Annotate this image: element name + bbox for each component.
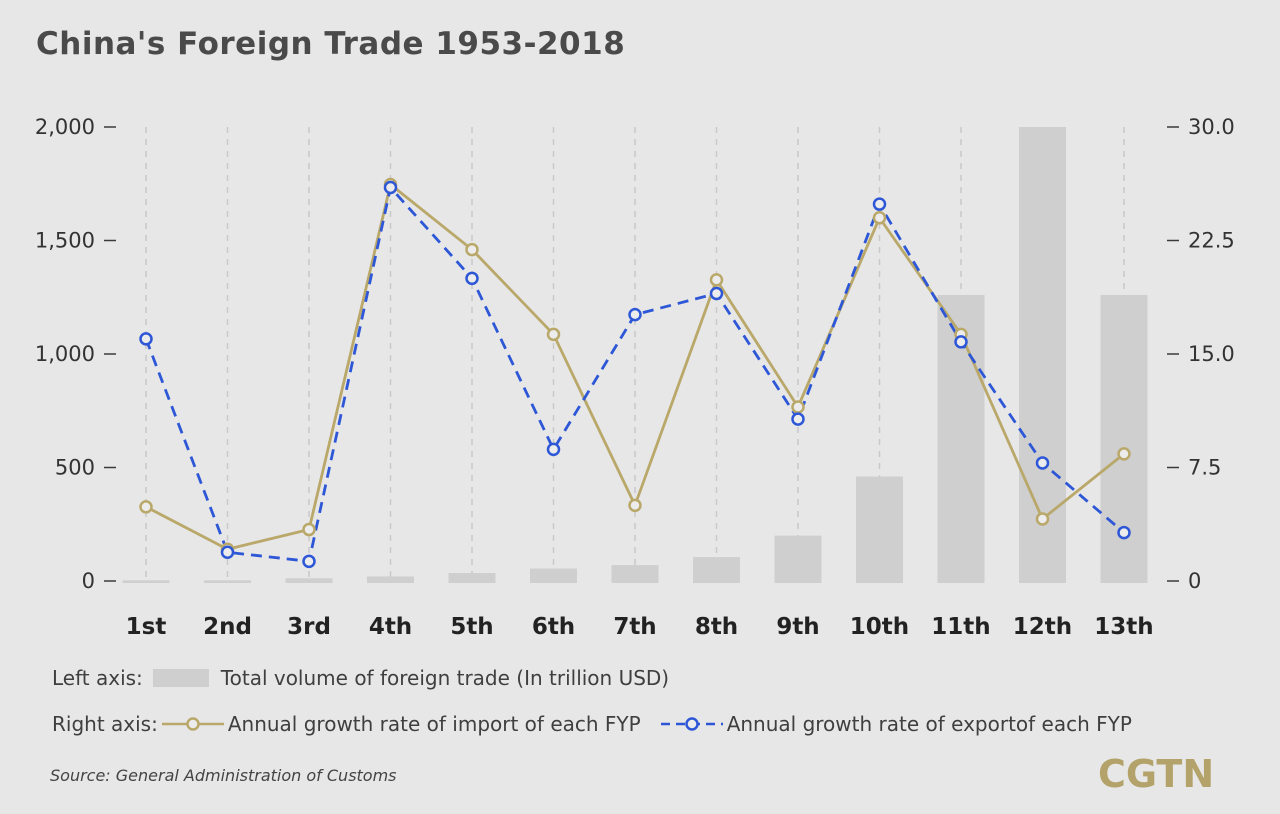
export-point-11th	[954, 335, 968, 349]
import-point-1st	[139, 500, 153, 514]
source-note: Source: General Administration of Custom…	[50, 766, 397, 785]
bar-5th	[448, 573, 496, 583]
legend-left-axis: Left axis: Total volume of foreign trade…	[52, 666, 669, 690]
cgtn-logo: CGTN	[1098, 752, 1215, 796]
x-tick-label: 13th	[1094, 614, 1153, 640]
x-tick-label: 8th	[695, 614, 738, 640]
left-tick-label: 1,500	[35, 229, 95, 253]
export-point-6th	[546, 442, 561, 457]
export-point-10th	[872, 197, 887, 211]
bar-13th	[1100, 294, 1148, 583]
x-tick-label: 3rd	[287, 614, 331, 640]
legend-left-prefix: Left axis:	[52, 666, 143, 690]
import-point-13th	[1117, 447, 1131, 461]
export-point-4th	[383, 180, 398, 195]
import-point-6th	[546, 327, 561, 342]
bar-4th	[367, 576, 414, 583]
bar-2nd	[204, 580, 251, 583]
x-tick-label: 9th	[776, 614, 819, 640]
export-point-12th	[1035, 456, 1050, 470]
bar-8th	[693, 557, 740, 583]
x-tick-label: 4th	[369, 614, 412, 640]
x-tick-label: 1st	[126, 614, 167, 640]
import-point-12th	[1035, 512, 1050, 526]
left-tick-label: 500	[55, 456, 95, 480]
bar-1st	[122, 580, 170, 583]
import-point-9th	[791, 400, 805, 414]
export-point-2nd	[220, 545, 235, 559]
export-point-8th	[709, 286, 724, 301]
legend-right-axis: Right axis: Annual growth rate of import…	[52, 712, 1132, 736]
right-tick-label: 30.0	[1188, 115, 1235, 139]
right-tick-label: 22.5	[1188, 229, 1235, 253]
bar-10th	[856, 476, 903, 583]
import-point-3rd	[302, 522, 316, 537]
x-tick-label: 12th	[1013, 614, 1072, 640]
import-point-8th	[709, 273, 724, 287]
import-point-5th	[465, 242, 479, 257]
export-point-9th	[791, 412, 805, 426]
export-point-7th	[628, 307, 642, 322]
left-tick-label: 2,000	[35, 115, 95, 139]
chart-canvas: 0 500 1,000 1,500 2,000 0 7.5 15.0 22.5 30.0 1st 2n…	[35, 115, 1235, 640]
bar-3rd	[285, 578, 333, 583]
x-tick-label: 2nd	[203, 614, 252, 640]
right-tick-label: 0	[1188, 569, 1201, 593]
right-tick-label: 7.5	[1188, 456, 1221, 480]
bar-7th	[611, 565, 659, 583]
legend-bar-swatch	[152, 669, 209, 687]
legend-export-label: Annual growth rate of exportof each FYP	[726, 712, 1132, 736]
legend-import-swatch	[161, 717, 224, 731]
legend-right-prefix: Right axis:	[52, 712, 158, 736]
export-point-13th	[1117, 525, 1131, 540]
bar-6th	[530, 568, 577, 583]
import-point-7th	[628, 498, 642, 513]
left-tick-label: 1,000	[35, 342, 95, 366]
x-tick-label: 5th	[450, 614, 493, 640]
right-tick-label: 15.0	[1188, 342, 1235, 366]
legend-bar-label: Total volume of foreign trade (In trilli…	[220, 666, 670, 690]
export-point-5th	[465, 271, 479, 286]
x-tick-label: 10th	[850, 614, 909, 640]
left-tick-label: 0	[82, 569, 95, 593]
import-point-10th	[872, 211, 887, 225]
legend-export-swatch	[660, 717, 723, 731]
legend-import-label: Annual growth rate of import of each FYP	[227, 712, 641, 736]
bar-9th	[774, 535, 822, 583]
export-point-3rd	[302, 554, 316, 569]
export-point-1st	[139, 332, 153, 346]
x-tick-label: 7th	[613, 614, 656, 640]
x-tick-label: 6th	[532, 614, 575, 640]
chart-title: China's Foreign Trade 1953-2018	[36, 26, 626, 62]
x-tick-label: 11th	[931, 614, 990, 640]
